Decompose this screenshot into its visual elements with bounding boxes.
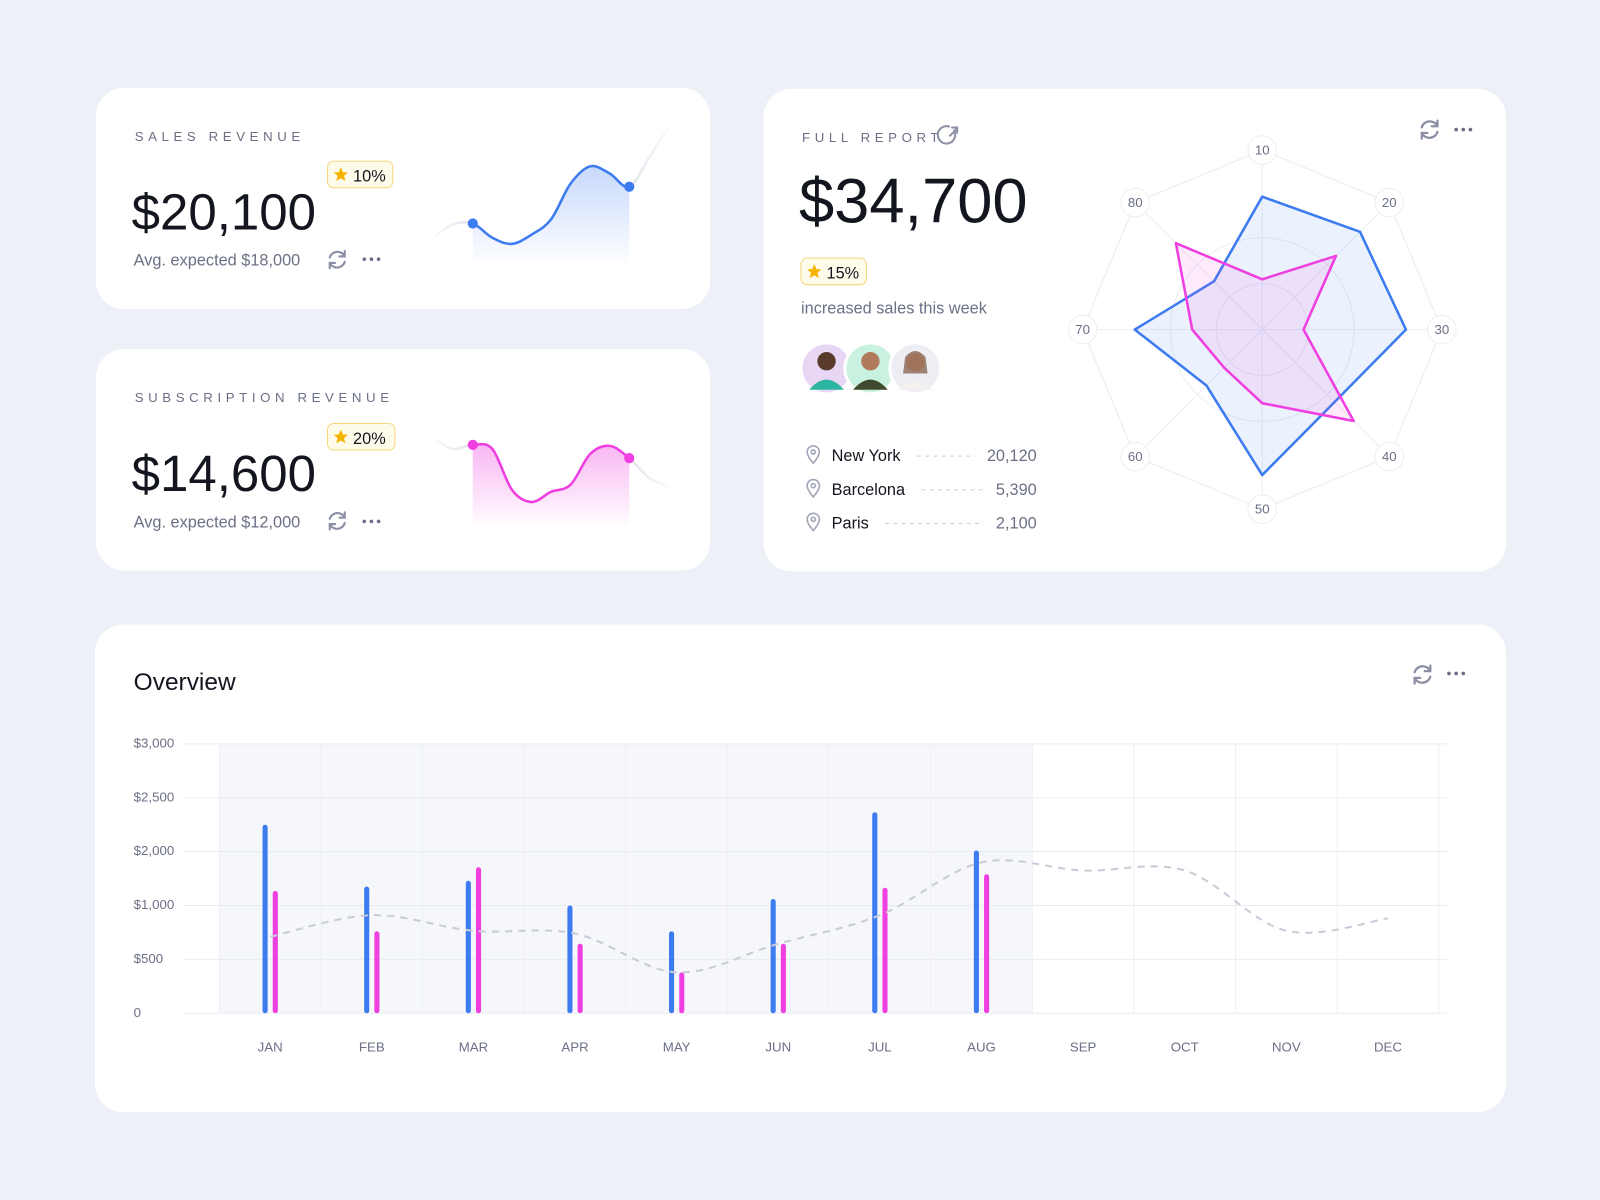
badge <box>800 257 867 286</box>
avatars <box>799 341 943 396</box>
y-tick-label: $1,000 <box>134 897 175 912</box>
area-fill <box>472 444 630 529</box>
bar <box>872 812 878 1014</box>
x-tick-label: MAY <box>663 1039 691 1054</box>
radar-area <box>1133 195 1408 477</box>
bar <box>770 899 776 1014</box>
x-tick-label: JUN <box>765 1039 791 1054</box>
radar-label: 30 <box>1434 322 1449 337</box>
x-tick-label: MAR <box>459 1039 488 1054</box>
card-title: SALES REVENUE <box>135 129 305 144</box>
x-tick-label: OCT <box>1171 1039 1199 1054</box>
bar <box>364 886 370 1014</box>
x-tick-label: JUL <box>868 1039 892 1054</box>
radar-label: 10 <box>1255 143 1270 158</box>
y-tick-label: $500 <box>134 951 163 966</box>
more-button[interactable] <box>1447 671 1466 676</box>
x-tick-label: APR <box>561 1039 588 1054</box>
card-title: SUBSCRIPTION REVENUE <box>135 390 394 405</box>
chart-title: Overview <box>134 669 236 696</box>
bar <box>679 972 685 1014</box>
bar <box>567 905 573 1014</box>
point <box>467 218 478 229</box>
badge-text: 15% <box>827 265 860 283</box>
x-tick-label: SEP <box>1070 1039 1097 1054</box>
card-note: Avg. expected $18,000 <box>134 251 301 269</box>
radar-label: 60 <box>1128 449 1143 464</box>
badge <box>327 160 394 189</box>
open-report-button[interactable] <box>936 125 959 145</box>
bar <box>973 850 979 1014</box>
bar <box>262 824 268 1014</box>
card-note: increased sales this week <box>801 299 988 317</box>
radar-label-bg <box>1247 135 1278 165</box>
y-tick-label: $3,000 <box>134 735 175 750</box>
radar-spoke <box>1261 329 1390 457</box>
radar-label-bg <box>1120 441 1151 472</box>
bar <box>882 887 888 1014</box>
radar-spoke <box>1134 202 1263 330</box>
x-tick-label: FEB <box>359 1039 385 1054</box>
point <box>624 453 635 464</box>
badge-text: 20% <box>353 430 386 448</box>
city-value: 5,390 <box>996 481 1037 499</box>
radar-label: 50 <box>1255 502 1270 517</box>
radar-label-bg <box>1247 494 1278 524</box>
bar <box>272 890 278 1014</box>
area-fill <box>472 166 630 268</box>
radar-label: 80 <box>1128 195 1143 210</box>
point <box>624 181 635 192</box>
amount: $34,700 <box>799 166 1028 236</box>
radar-label-bg <box>1120 187 1151 218</box>
bar <box>465 880 471 1014</box>
y-tick-label: $2,000 <box>134 843 175 858</box>
bar <box>984 874 990 1014</box>
more-button[interactable] <box>1454 127 1473 132</box>
city-value: 2,100 <box>996 515 1037 533</box>
radar-label: 70 <box>1075 322 1090 337</box>
x-tick-label: DEC <box>1374 1039 1402 1054</box>
x-tick-label: JAN <box>258 1039 283 1054</box>
y-tick-label: 0 <box>134 1005 141 1020</box>
more-button[interactable] <box>362 519 381 524</box>
radar-area <box>1174 241 1355 423</box>
radar-spoke <box>1261 202 1390 330</box>
radar-label-bg <box>1427 314 1457 345</box>
badge <box>327 422 396 451</box>
radar-spoke <box>1134 329 1263 457</box>
bar <box>475 867 482 1014</box>
x-tick-label: NOV <box>1272 1039 1301 1054</box>
bar <box>577 943 583 1014</box>
radar-label: 40 <box>1382 449 1397 464</box>
card-note: Avg. expected $12,000 <box>134 514 301 532</box>
radar-label: 20 <box>1382 195 1397 210</box>
city-list: New York 20,120 Barcelona 5,390 Paris 2,100 <box>806 445 1037 533</box>
radar-label-bg <box>1374 187 1405 218</box>
x-tick-label: AUG <box>967 1039 996 1054</box>
amount: $14,600 <box>132 445 316 502</box>
city-name: Paris <box>832 515 869 533</box>
city-value: 20,120 <box>987 447 1037 465</box>
city-name: New York <box>832 447 902 465</box>
city-name: Barcelona <box>832 481 906 499</box>
radar-label-bg <box>1067 314 1098 345</box>
badge-text: 10% <box>353 168 386 186</box>
more-button[interactable] <box>362 257 381 262</box>
bar <box>780 943 786 1014</box>
y-tick-label: $2,500 <box>134 789 175 804</box>
bar <box>374 931 380 1014</box>
card-title: FULL REPORT <box>802 130 943 145</box>
point <box>467 439 478 450</box>
radar-label-bg <box>1374 441 1405 472</box>
amount: $20,100 <box>132 184 316 241</box>
